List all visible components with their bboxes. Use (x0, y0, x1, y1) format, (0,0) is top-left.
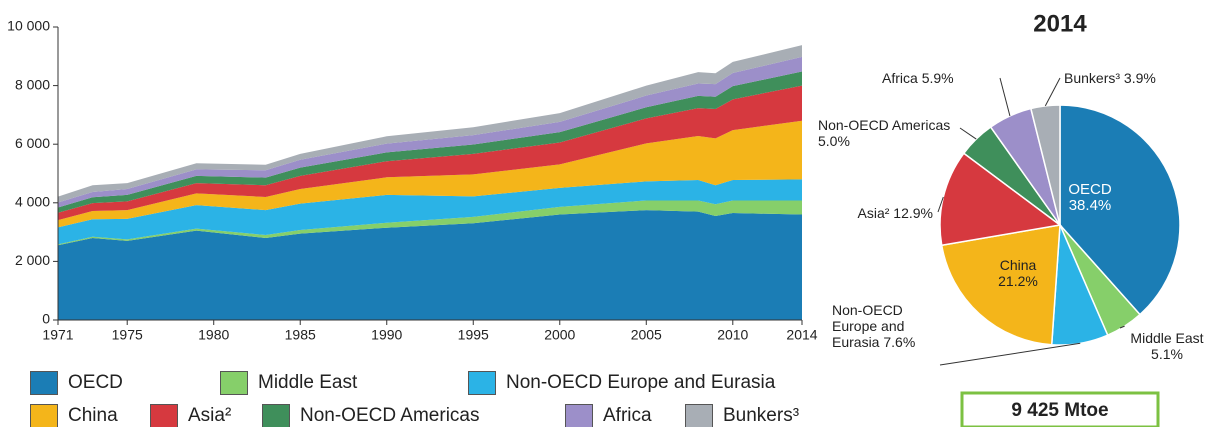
y-tick-label: 10 000 (7, 18, 50, 34)
pie-value-label: 12.9% (893, 205, 933, 221)
legend-item: Middle East (220, 371, 357, 395)
legend-swatch (30, 371, 58, 395)
area (58, 56, 802, 208)
x-tick-label: 1975 (112, 327, 143, 343)
x-tick-label: 1990 (371, 327, 402, 343)
x-tick-label: 1995 (458, 327, 489, 343)
pie-title: 2014 (1033, 10, 1087, 37)
pie-value-label: 5.9% (921, 70, 954, 86)
legend-item: Non-OECD Americas (262, 404, 480, 427)
legend-swatch (30, 404, 58, 427)
leader-line (1044, 77, 1061, 107)
x-tick-label: 1985 (285, 327, 316, 343)
leader-line (939, 342, 1081, 366)
pie-category: Bunkers³ (1064, 70, 1121, 86)
pie-category: Non-OECD Europe and Eurasia (832, 302, 905, 350)
x-tick-label: 2005 (631, 327, 662, 343)
legend-label: Non-OECD Americas (300, 405, 480, 426)
legend-swatch (220, 371, 248, 395)
pie-value-label: 5.1% (1151, 346, 1183, 362)
pie-value-label: 3.9% (1123, 70, 1156, 86)
legend-item: Asia² (150, 404, 231, 427)
legend-item: China (30, 404, 118, 427)
pie-value-label: 21.2% (998, 273, 1038, 289)
pie-label: Non-OECD Europe and Eurasia 7.6% (832, 302, 942, 350)
area (58, 179, 802, 245)
leader-line (1119, 325, 1125, 329)
pie-value-label: 5.0% (818, 133, 850, 149)
area (58, 85, 802, 221)
pie-category: Non-OECD Americas (818, 117, 951, 133)
y-tick-label: 6 000 (15, 135, 50, 151)
x-tick-label: 2000 (544, 327, 575, 343)
legend-label: Bunkers³ (723, 405, 800, 426)
pie-total: 9 425 Mtoe (1011, 400, 1108, 421)
legend-label: Non-OECD Europe and Eurasia (506, 372, 776, 393)
legend-label: Middle East (258, 372, 358, 393)
legend-swatch (262, 404, 290, 427)
leader-line (937, 196, 944, 213)
x-tick-label: 2014 (786, 327, 817, 343)
pie-value-label: 7.6% (883, 334, 916, 350)
leader-line (999, 77, 1011, 117)
pie-category: China (999, 257, 1037, 273)
total-box (960, 391, 1160, 427)
pie-label: Middle East 5.1% (1122, 330, 1206, 362)
legend-swatch (468, 371, 496, 395)
legend-label: OECD (68, 372, 123, 393)
area (58, 210, 802, 320)
legend-label: Asia² (188, 405, 232, 426)
pie-slice (939, 152, 1062, 247)
pie-category: Middle East (1130, 330, 1204, 346)
legend-swatch (565, 404, 593, 427)
pie-slice (1059, 104, 1181, 316)
pie-label: OECD 38.4% (1050, 182, 1130, 214)
pie-slice (940, 224, 1061, 346)
x-tick-label: 1971 (42, 327, 73, 343)
pie-label: Asia² 12.9% (838, 205, 934, 221)
pie-label: China 21.2% (978, 257, 1058, 289)
x-tick-label: 2010 (717, 327, 748, 343)
area (58, 45, 802, 203)
area (58, 200, 802, 246)
y-tick-label: 8 000 (15, 76, 50, 92)
pie-label: Bunkers³ 3.9% (1064, 70, 1204, 86)
y-tick-label: 4 000 (15, 194, 50, 210)
legend-item: Bunkers³ (685, 404, 799, 427)
legend-item: Non-OECD Europe and Eurasia (468, 371, 775, 395)
pie-label: Africa 5.9% (882, 70, 1022, 86)
leader-line (959, 127, 977, 140)
pie-category: Asia² (857, 205, 890, 221)
legend-swatch (150, 404, 178, 427)
x-tick-label: 1980 (198, 327, 229, 343)
pie-label: Non-OECD Americas 5.0% (818, 117, 958, 149)
area (58, 71, 802, 213)
legend-label: China (68, 405, 118, 426)
legend-item: OECD (30, 371, 123, 395)
y-tick-label: 2 000 (15, 252, 50, 268)
pie-value-label: 38.4% (1068, 197, 1112, 214)
legend-label: Africa (603, 405, 652, 426)
pie-category: OECD (1068, 181, 1112, 198)
pie-category: Africa (882, 70, 918, 86)
legend-item: Africa (565, 404, 652, 427)
y-tick-label: 0 (42, 311, 50, 327)
legend-swatch (685, 404, 713, 427)
area (58, 120, 802, 228)
